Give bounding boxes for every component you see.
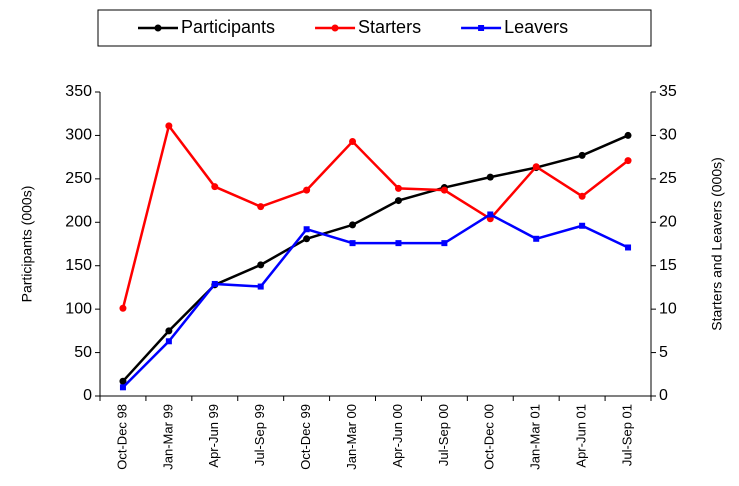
y2-tick-label: 10 <box>659 300 677 317</box>
series-line <box>121 123 629 309</box>
x-tick-label: Jul-Sep 01 <box>619 404 634 466</box>
x-tick-label: Apr-Jun 01 <box>574 404 589 468</box>
data-point <box>533 235 540 242</box>
data-point <box>486 173 494 181</box>
data-point <box>624 157 632 165</box>
y2-tick-label: 25 <box>659 170 677 187</box>
y-tick-label: 350 <box>65 83 92 100</box>
data-point <box>578 192 586 200</box>
data-point <box>211 280 218 287</box>
series-line <box>122 134 629 383</box>
data-point <box>349 240 356 247</box>
data-point <box>440 186 448 194</box>
data-point <box>257 261 265 269</box>
legend-label: Participants <box>181 17 275 37</box>
y-tick-label: 300 <box>65 127 92 144</box>
y2-tick-label: 35 <box>659 83 677 100</box>
data-point <box>119 304 127 312</box>
data-point <box>395 240 402 247</box>
data-point <box>394 184 402 192</box>
data-point <box>257 203 265 211</box>
y-tick-label: 0 <box>83 387 92 404</box>
data-point <box>349 221 357 229</box>
legend-box <box>97 9 652 47</box>
x-tick-label: Jul-Sep 99 <box>252 404 267 466</box>
x-tick-label: Jul-Sep 00 <box>436 404 451 466</box>
y2-tick-label: 20 <box>659 214 677 231</box>
x-tick-label: Jan-Mar 00 <box>344 404 359 470</box>
y-tick-label: 250 <box>65 170 92 187</box>
y2-tick-label: 30 <box>659 127 677 144</box>
data-point <box>532 163 540 171</box>
data-point <box>441 240 448 247</box>
data-point <box>394 197 402 205</box>
legend-label: Starters <box>358 17 421 37</box>
legend-marker <box>478 25 485 31</box>
data-point <box>119 384 126 391</box>
data-point <box>165 338 172 345</box>
x-tick-label: Oct-Dec 00 <box>482 404 497 470</box>
x-tick-label: Jan-Mar 01 <box>528 404 543 470</box>
x-tick-label: Oct-Dec 98 <box>114 404 129 470</box>
data-point <box>257 283 264 290</box>
series-line <box>122 213 629 389</box>
legend-label: Leavers <box>504 17 568 37</box>
y-tick-label: 200 <box>65 214 92 231</box>
y2-tick-label: 15 <box>659 257 677 274</box>
data-point <box>579 222 586 229</box>
data-point <box>578 151 586 159</box>
y2-tick-label: 5 <box>659 344 668 361</box>
data-point <box>165 327 173 335</box>
y2-axis-label: Starters and Leavers (000s) <box>709 157 725 331</box>
y-tick-label: 100 <box>65 300 92 317</box>
data-point <box>625 244 632 251</box>
data-point <box>303 235 311 243</box>
data-point <box>165 122 173 130</box>
data-point <box>624 131 632 139</box>
x-tick-label: Oct-Dec 99 <box>298 404 313 470</box>
x-tick-label: Apr-Jun 00 <box>390 404 405 468</box>
x-tick-label: Apr-Jun 99 <box>206 404 221 468</box>
legend-marker <box>331 24 339 32</box>
y-axis-label: Participants (000s) <box>19 186 35 303</box>
data-point <box>349 138 357 146</box>
data-point <box>487 211 494 218</box>
y2-tick-label: 0 <box>659 387 668 404</box>
data-point <box>303 186 311 194</box>
data-point <box>119 377 127 385</box>
y-tick-label: 50 <box>74 344 92 361</box>
data-point <box>211 183 219 191</box>
legend-marker <box>154 24 162 32</box>
data-point <box>303 226 310 233</box>
y-tick-label: 150 <box>65 257 92 274</box>
x-tick-label: Jan-Mar 99 <box>160 404 175 470</box>
